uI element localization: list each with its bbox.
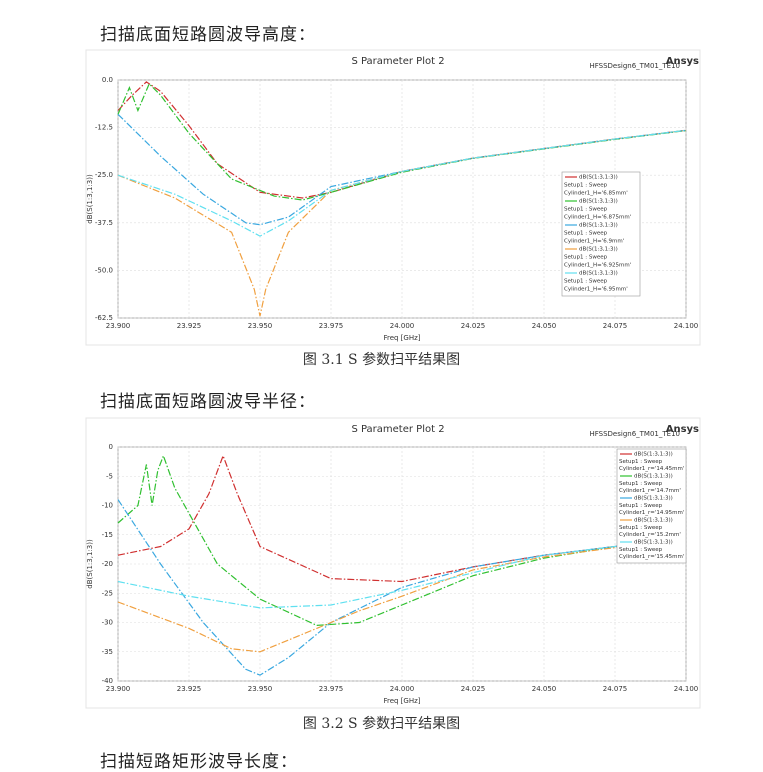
series-line bbox=[117, 538, 687, 653]
legend-variation: Cylinder1_H='6.925mm' bbox=[564, 263, 631, 269]
x-axis-label: Freq [GHz] bbox=[383, 697, 420, 705]
legend-name: dB(S(1:3,1:3)) bbox=[634, 540, 673, 546]
x-tick-label: 24.025 bbox=[461, 685, 486, 693]
x-tick-label: 23.925 bbox=[177, 322, 202, 330]
y-tick-label: -15 bbox=[102, 531, 113, 539]
y-tick-label: -5 bbox=[106, 472, 113, 480]
y-axis-label: dB(S(1:3,1:3)) bbox=[86, 174, 94, 224]
chart-title: S Parameter Plot 2 bbox=[351, 424, 444, 435]
heading: 扫描底面短路圆波导高度： bbox=[100, 25, 316, 45]
caption: 图 3.2 S 参数扫平结果图 bbox=[302, 716, 461, 732]
x-tick-label: 24.100 bbox=[674, 685, 699, 693]
logo: Ansys bbox=[666, 56, 699, 67]
y-tick-label: -20 bbox=[102, 560, 113, 568]
legend-setup: Setup1 : Sweep bbox=[564, 255, 608, 261]
legend-setup: Setup1 : Sweep bbox=[564, 231, 608, 237]
legend-setup: Setup1 : Sweep bbox=[619, 503, 663, 509]
legend-name: dB(S(1:3,1:3)) bbox=[579, 175, 618, 181]
legend-setup: Setup1 : Sweep bbox=[619, 481, 663, 487]
legend-setup: Setup1 : Sweep bbox=[564, 207, 608, 213]
legend-variation: Cylinder1_r='15.45mm' bbox=[619, 554, 684, 560]
x-tick-label: 24.050 bbox=[532, 322, 557, 330]
legend-name: dB(S(1:3,1:3)) bbox=[634, 474, 673, 480]
legend-variation: Cylinder1_r='15.2mm' bbox=[619, 532, 681, 538]
series-line bbox=[117, 454, 687, 627]
legend-variation: Cylinder1_r='14.7mm' bbox=[619, 488, 681, 494]
y-tick-label: 0 bbox=[109, 443, 113, 451]
legend-variation: Cylinder1_H='6.85mm' bbox=[564, 191, 628, 197]
caption: 图 3.1 S 参数扫平结果图 bbox=[302, 352, 461, 368]
x-tick-label: 24.025 bbox=[461, 322, 486, 330]
y-tick-label: -30 bbox=[102, 619, 113, 627]
x-tick-label: 23.925 bbox=[177, 685, 202, 693]
x-tick-label: 23.900 bbox=[106, 322, 131, 330]
legend-box bbox=[561, 171, 641, 297]
legend-name: dB(S(1:3,1:3)) bbox=[579, 247, 618, 253]
x-tick-label: 23.950 bbox=[248, 322, 273, 330]
x-tick-label: 24.050 bbox=[532, 685, 557, 693]
x-tick-label: 23.900 bbox=[106, 685, 131, 693]
legend-setup: Setup1 : Sweep bbox=[564, 183, 608, 189]
y-tick-label: -25.0 bbox=[95, 171, 113, 179]
y-tick-label: -25 bbox=[102, 589, 113, 597]
chart-title: S Parameter Plot 2 bbox=[351, 56, 444, 67]
legend-variation: Cylinder1_H='6.875mm' bbox=[564, 215, 631, 221]
x-tick-label: 24.000 bbox=[390, 685, 415, 693]
x-tick-label: 24.075 bbox=[603, 685, 628, 693]
logo: Ansys bbox=[666, 424, 699, 435]
x-tick-label: 24.100 bbox=[674, 322, 699, 330]
y-tick-label: -62.5 bbox=[95, 314, 113, 322]
legend-name: dB(S(1:3,1:3)) bbox=[634, 518, 673, 524]
x-tick-label: 23.975 bbox=[319, 322, 344, 330]
y-axis-label: dB(S(1:3,1:3)) bbox=[86, 539, 94, 589]
legend-box bbox=[616, 448, 687, 564]
series-line bbox=[117, 129, 687, 237]
legend-name: dB(S(1:3,1:3)) bbox=[634, 496, 673, 502]
x-tick-label: 23.950 bbox=[248, 685, 273, 693]
series-line bbox=[117, 499, 687, 676]
legend-setup: Setup1 : Sweep bbox=[619, 459, 663, 465]
legend-name: dB(S(1:3,1:3)) bbox=[634, 452, 673, 458]
legend-setup: Setup1 : Sweep bbox=[619, 525, 663, 531]
y-tick-label: -10 bbox=[102, 502, 113, 510]
x-tick-label: 24.075 bbox=[603, 322, 628, 330]
heading: 扫描底面短路圆波导半径： bbox=[100, 392, 316, 412]
legend-variation: Cylinder1_r='14.45mm' bbox=[619, 466, 684, 472]
series-line bbox=[117, 129, 687, 317]
series-line bbox=[117, 537, 687, 609]
chart-subtitle: HFSSDesign6_TM01_TE10 bbox=[589, 430, 680, 438]
series-line bbox=[117, 454, 687, 583]
x-axis-label: Freq [GHz] bbox=[383, 334, 420, 342]
y-tick-label: 0.0 bbox=[102, 76, 113, 84]
y-tick-label: -37.5 bbox=[95, 219, 113, 227]
y-tick-label: -40 bbox=[102, 677, 113, 685]
legend-variation: Cylinder1_r='14.95mm' bbox=[619, 510, 684, 516]
legend-name: dB(S(1:3,1:3)) bbox=[579, 199, 618, 205]
y-tick-label: -35 bbox=[102, 648, 113, 656]
x-tick-label: 24.000 bbox=[390, 322, 415, 330]
legend-setup: Setup1 : Sweep bbox=[564, 279, 608, 285]
x-tick-label: 23.975 bbox=[319, 685, 344, 693]
legend-variation: Cylinder1_H='6.95mm' bbox=[564, 287, 628, 293]
chart-subtitle: HFSSDesign6_TM01_TE10 bbox=[589, 62, 680, 70]
legend-variation: Cylinder1_H='6.9mm' bbox=[564, 239, 624, 245]
legend-name: dB(S(1:3,1:3)) bbox=[579, 223, 618, 229]
legend-name: dB(S(1:3,1:3)) bbox=[579, 271, 618, 277]
legend-setup: Setup1 : Sweep bbox=[619, 547, 663, 553]
y-tick-label: -12.5 bbox=[95, 124, 113, 132]
y-tick-label: -50.0 bbox=[95, 266, 113, 274]
